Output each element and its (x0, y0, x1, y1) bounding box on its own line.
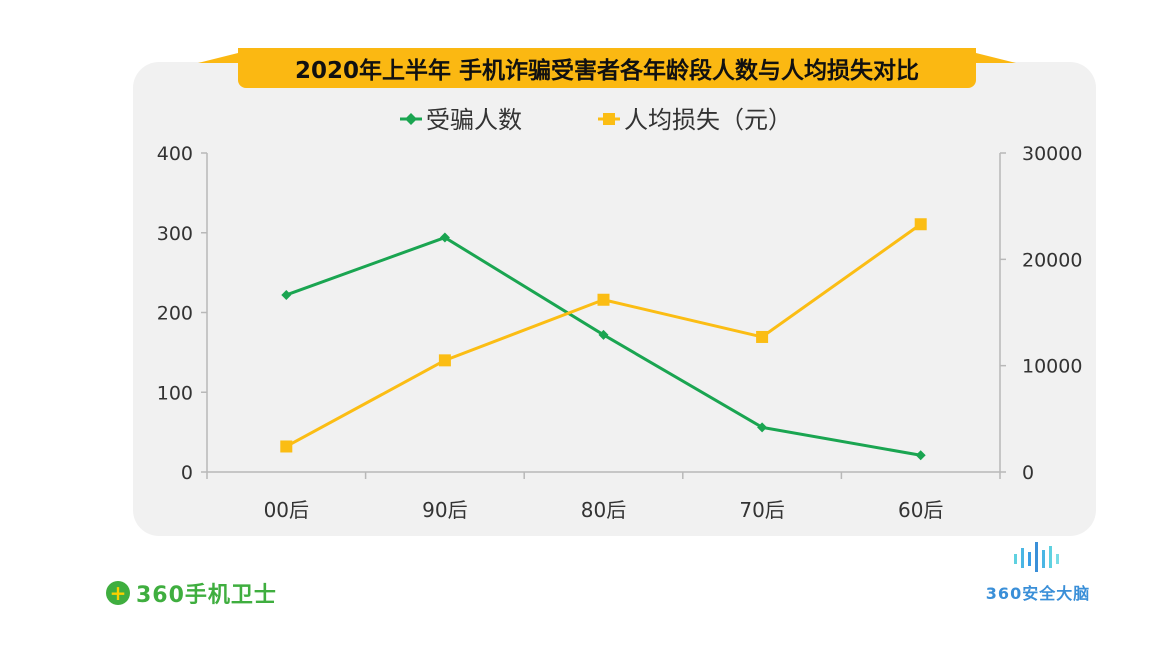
brand-text-right: 360安全大脑 (985, 584, 1091, 603)
y-right-tick-label: 0 (1022, 462, 1034, 484)
brand-text-left: 360手机卫士 (136, 583, 277, 608)
legend-square-marker (603, 113, 615, 125)
legend: 受骗人数 人均损失（元） (400, 106, 792, 134)
x-tick-label: 90后 (422, 498, 467, 522)
shield-plus-icon: + (106, 581, 130, 605)
data-point-square (280, 440, 293, 453)
brand-logo-360-mobile-guard: + 360手机卫士 (106, 578, 277, 608)
sound-wave-icon (1014, 542, 1059, 572)
x-tick-label: 60后 (898, 498, 943, 522)
brand-logo-360-security-brain: 360安全大脑 (968, 540, 1108, 604)
data-point-square (756, 330, 769, 343)
x-tick-label: 70后 (739, 498, 784, 522)
y-left-tick-label: 100 (157, 382, 193, 404)
legend-diamond-marker (405, 113, 417, 125)
chart-card (133, 62, 1096, 536)
data-point-square (597, 293, 610, 306)
series-layer (280, 218, 927, 461)
data-point-square (438, 354, 451, 367)
data-point-diamond (439, 232, 450, 243)
data-point-diamond (281, 289, 292, 300)
legend-label: 受骗人数 (426, 106, 522, 134)
data-point-diamond (915, 450, 926, 461)
data-point-diamond (598, 329, 609, 340)
y-left-tick-label: 200 (157, 303, 193, 325)
y-right-tick-label: 10000 (1022, 356, 1082, 378)
data-point-square (914, 218, 927, 231)
y-right-tick-label: 30000 (1022, 143, 1082, 165)
data-point-diamond (757, 422, 768, 433)
series-line-0 (285, 236, 921, 457)
y-right-tick-label: 20000 (1022, 249, 1082, 271)
legend-label: 人均损失（元） (624, 106, 792, 134)
x-tick-label: 00后 (264, 498, 309, 522)
x-tick-label: 80后 (581, 498, 626, 522)
y-left-tick-label: 300 (157, 223, 193, 245)
y-left-tick-label: 400 (157, 143, 193, 165)
chart-title: 2020年上半年 手机诈骗受害者各年龄段人数与人均损失对比 (238, 48, 976, 88)
axes: 0 100 200 300 400 0 10000 20000 30000 00后 90后 80后 70… (157, 143, 1083, 522)
y-left-tick-label: 0 (181, 462, 193, 484)
